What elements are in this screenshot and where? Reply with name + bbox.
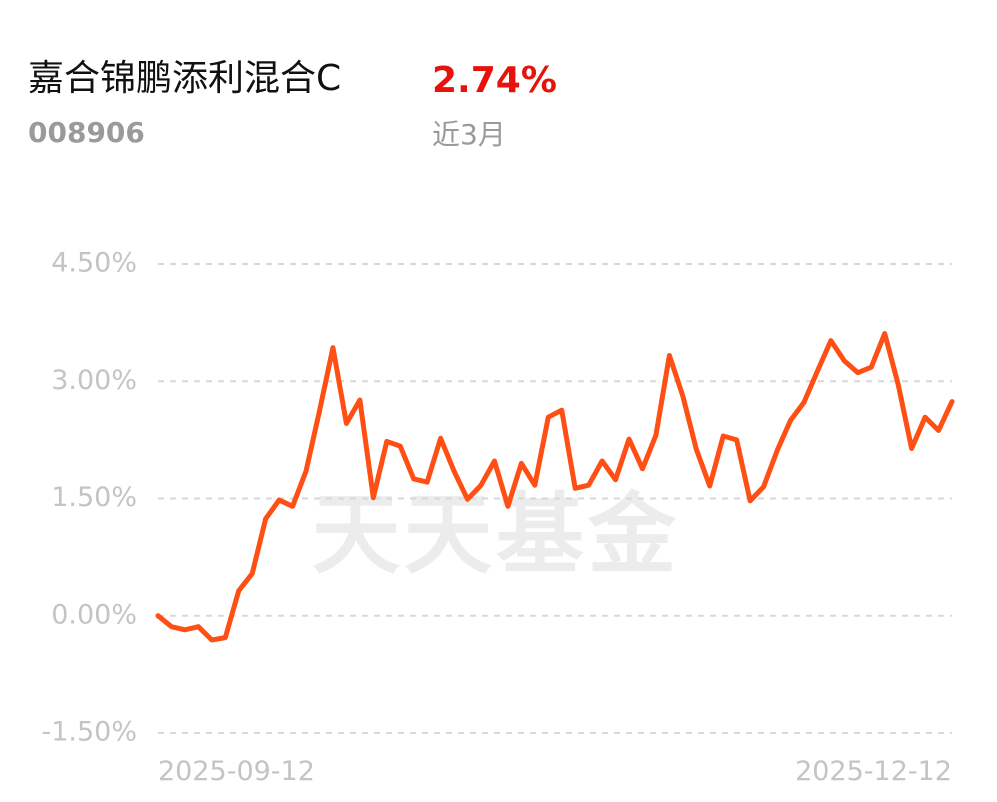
x-tick-label: 2025-09-12: [158, 756, 315, 787]
y-tick-label: 1.50%: [51, 482, 137, 513]
period-label: 近3月: [432, 118, 506, 151]
fund-code: 008906: [28, 116, 145, 149]
x-tick-label: 2025-12-12: [795, 756, 952, 787]
return-value: 2.74%: [432, 60, 557, 101]
y-tick-label: 4.50%: [51, 248, 137, 279]
y-tick-label: 0.00%: [51, 599, 137, 630]
watermark: 天天基金: [312, 483, 680, 586]
y-tick-label: -1.50%: [41, 717, 137, 748]
y-tick-label: 3.00%: [51, 365, 137, 396]
fund-line: [155, 331, 955, 643]
fund-title: 嘉合锦鹏添利混合C: [28, 58, 341, 99]
